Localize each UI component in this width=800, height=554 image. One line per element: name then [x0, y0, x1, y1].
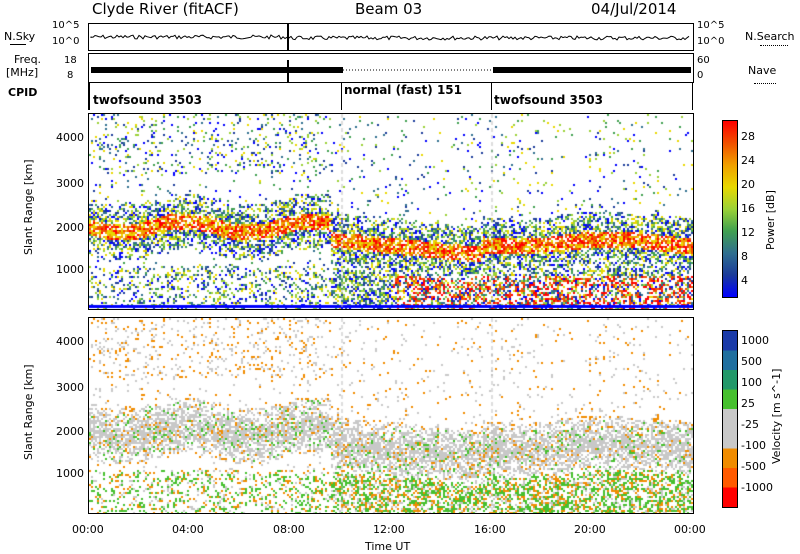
nsearch-legend-line	[760, 45, 788, 46]
x-tick: 00:00	[72, 523, 104, 536]
freq-left-tick-bottom: 8	[67, 70, 74, 81]
x-tick: 20:00	[574, 523, 606, 536]
velocity-cbar-tick: -1000	[741, 481, 773, 494]
velocity-heatmap	[89, 318, 693, 513]
power-ytick: 4000	[56, 131, 84, 144]
velocity-cbar-tick: -500	[741, 460, 766, 473]
power-cbar-tick: 28	[741, 130, 755, 143]
power-cbar-tick: 12	[741, 226, 755, 239]
velocity-colorbar	[722, 330, 738, 508]
noise-right-tick-top: 10^5	[697, 20, 725, 31]
x-tick: 04:00	[172, 523, 204, 536]
noise-left-tick-top: 10^5	[52, 20, 80, 31]
nave-label: Nave	[748, 64, 777, 77]
power-colorbar	[722, 120, 738, 298]
cpid-divider	[491, 82, 492, 110]
velocity-ytick: 1000	[56, 467, 84, 480]
nave-legend-line	[754, 83, 776, 84]
power-cbar-tick: 16	[741, 202, 755, 215]
x-tick: 12:00	[373, 523, 405, 536]
x-tick: 08:00	[273, 523, 305, 536]
power-cbar-tick: 24	[741, 154, 755, 167]
velocity-colorbar-ticks: 1000 500 100 25 -25 -100 -500 -1000	[741, 334, 789, 504]
cpid-segment-2: normal (fast) 151	[344, 83, 462, 97]
x-tick: 16:00	[474, 523, 506, 536]
velocity-cbar-tick: 100	[741, 376, 762, 389]
cpid-row: twofsound 3503 normal (fast) 151 twofsou…	[88, 82, 694, 110]
nsky-label: N.Sky	[4, 30, 36, 43]
x-axis-label: Time UT	[365, 540, 411, 553]
x-axis-ticks: 00:00 04:00 08:00 12:00 16:00 20:00 00:0…	[72, 514, 706, 536]
freq-right-tick-top: 60	[697, 55, 710, 66]
freq-panel	[88, 53, 694, 83]
velocity-colorbar-label: Velocity [m s^-1]	[770, 368, 783, 464]
power-ytick: 1000	[56, 263, 84, 276]
nsearch-label: N.Search	[745, 30, 795, 43]
power-colorbar-label: Power [dB]	[764, 190, 777, 250]
velocity-ytick: 2000	[56, 425, 84, 438]
freq-left-tick-top: 18	[64, 55, 77, 66]
cpid-segment-1: twofsound 3503	[93, 93, 202, 107]
velocity-cbar-tick: -100	[741, 439, 766, 452]
velocity-cbar-tick: -25	[741, 418, 759, 431]
velocity-ytick: 3000	[56, 381, 84, 394]
date-title: 04/Jul/2014	[591, 0, 677, 18]
cpid-label: CPID	[8, 86, 38, 99]
power-cbar-tick: 4	[741, 274, 748, 287]
velocity-ytick: 4000	[56, 335, 84, 348]
noise-left-tick-bottom: 10^0	[52, 36, 80, 47]
velocity-plot	[88, 317, 694, 514]
beam-title: Beam 03	[355, 0, 423, 18]
power-cbar-tick: 20	[741, 178, 755, 191]
noise-right-tick-bottom: 10^0	[697, 36, 725, 47]
nsky-legend-line	[10, 44, 26, 45]
freq-trace	[91, 60, 691, 82]
velocity-cbar-tick: 1000	[741, 334, 769, 347]
freq-label: Freq.	[14, 53, 42, 66]
power-heatmap	[89, 114, 693, 309]
velocity-cbar-tick: 25	[741, 397, 755, 410]
noise-panel	[88, 23, 694, 51]
cpid-divider	[88, 82, 90, 110]
velocity-yaxis: 1000 2000 3000 4000	[56, 335, 84, 480]
power-plot	[88, 113, 694, 310]
station-title: Clyde River (fitACF)	[92, 0, 239, 18]
cpid-divider	[341, 82, 342, 110]
power-ylabel: Slant Range [km]	[22, 159, 35, 255]
freq-right-tick-bottom: 0	[697, 70, 704, 81]
power-ytick: 2000	[56, 221, 84, 234]
power-cbar-tick: 8	[741, 250, 748, 263]
cpid-divider	[692, 82, 693, 110]
power-yaxis: 1000 2000 3000 4000	[56, 131, 84, 276]
cpid-segment-3: twofsound 3503	[494, 93, 603, 107]
velocity-ylabel: Slant Range [km]	[22, 364, 35, 460]
noise-trace	[90, 24, 690, 50]
x-tick: 00:00	[674, 523, 706, 536]
velocity-cbar-tick: 500	[741, 355, 762, 368]
freq-unit-label: [MHz]	[6, 66, 39, 79]
power-colorbar-ticks: 28 24 20 16 12 8 4	[741, 130, 781, 290]
power-ytick: 3000	[56, 177, 84, 190]
